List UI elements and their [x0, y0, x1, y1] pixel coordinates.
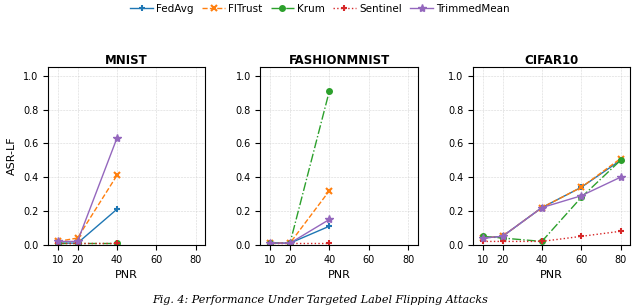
Title: MNIST: MNIST	[106, 54, 148, 67]
Y-axis label: ASR-LF: ASR-LF	[7, 137, 17, 175]
X-axis label: PNR: PNR	[540, 270, 563, 280]
Title: CIFAR10: CIFAR10	[525, 54, 579, 67]
Text: Fig. 4: Performance Under Targeted Label Flipping Attacks: Fig. 4: Performance Under Targeted Label…	[152, 295, 488, 305]
X-axis label: PNR: PNR	[328, 270, 351, 280]
Title: FASHIONMNIST: FASHIONMNIST	[289, 54, 390, 67]
X-axis label: PNR: PNR	[115, 270, 138, 280]
Legend: FedAvg, FlTrust, Krum, Sentinel, TrimmedMean: FedAvg, FlTrust, Krum, Sentinel, Trimmed…	[130, 4, 510, 14]
